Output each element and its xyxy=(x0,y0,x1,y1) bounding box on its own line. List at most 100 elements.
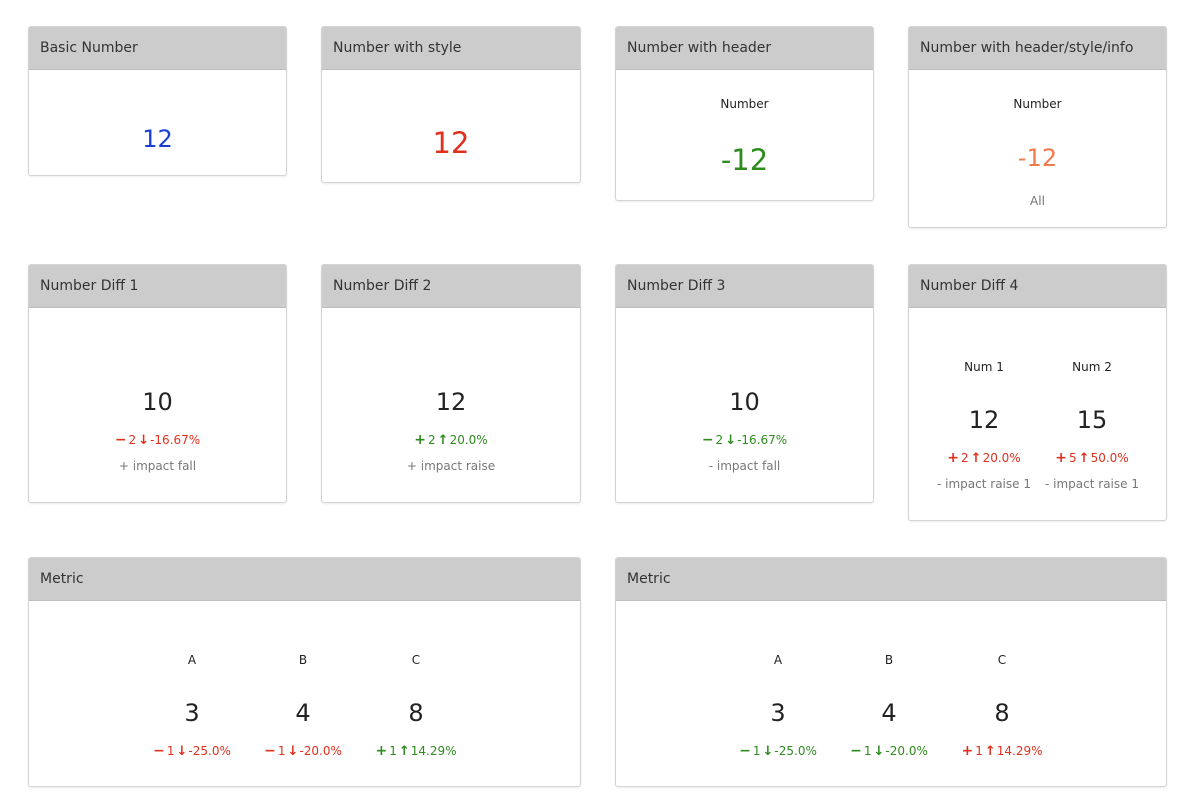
number-label: Num 2 xyxy=(1072,360,1112,374)
metric-label: A xyxy=(187,653,197,667)
metric-value: 8 xyxy=(994,699,1010,727)
number-info: + impact raise xyxy=(406,459,496,473)
card-body: 10 −2 ↓-16.67% + impact fall xyxy=(29,308,286,502)
diff-percent: -16.67% xyxy=(150,433,201,447)
diff-percent: 20.0% xyxy=(449,433,488,447)
card-body: 12 xyxy=(29,70,286,175)
diff-delta: 1 xyxy=(975,744,983,758)
plus-icon: + xyxy=(414,432,427,448)
card-number-diff-1: Number Diff 1 10 −2 ↓-16.67% + impact fal… xyxy=(28,264,287,503)
metric-value: 4 xyxy=(295,699,311,727)
diff-delta: 5 xyxy=(1069,451,1077,465)
diff-percent: -16.67% xyxy=(737,433,788,447)
plus-icon: + xyxy=(947,450,960,466)
card-body: A 3 −1 ↓-25.0% B 4 −1 ↓-20.0% C 8 +1 ↑14.29… xyxy=(29,601,580,786)
diff-percent: -20.0% xyxy=(299,744,342,758)
diff-percent: -25.0% xyxy=(188,744,231,758)
diff-indicator: −2 ↓-16.67% xyxy=(29,432,286,448)
number-value: 12 xyxy=(432,126,470,160)
minus-icon: − xyxy=(264,743,276,759)
card-metric-2: Metric A 3 −1 ↓-25.0% B 4 −1 ↓-20.0% C 8 +… xyxy=(615,557,1167,787)
arrow-up-icon: ↑ xyxy=(984,744,996,759)
diff-percent: 20.0% xyxy=(982,451,1021,465)
card-body: Number -12 All xyxy=(909,70,1166,227)
metric-value: 8 xyxy=(408,699,424,727)
card-title: Number with style xyxy=(322,27,580,70)
card-body: 12 +2 ↑20.0% + impact raise xyxy=(322,308,580,502)
number-label: Number xyxy=(1013,97,1062,111)
minus-icon: − xyxy=(153,743,165,759)
number-label: Number xyxy=(720,97,769,111)
diff-percent: 14.29% xyxy=(410,744,457,758)
card-title: Metric xyxy=(29,558,580,601)
number-value: 10 xyxy=(142,388,173,416)
minus-icon: − xyxy=(850,743,862,759)
diff-indicator: +1 ↑14.29% xyxy=(942,743,1062,759)
metric-value: 4 xyxy=(881,699,897,727)
diff-percent: -25.0% xyxy=(774,744,817,758)
card-basic-number: Basic Number 12 xyxy=(28,26,287,176)
metric-value: 3 xyxy=(184,699,200,727)
diff-indicator: −1 ↓-25.0% xyxy=(132,743,252,759)
metric-label: C xyxy=(997,653,1007,667)
card-body: 10 −2 ↓-16.67% - impact fall xyxy=(616,308,873,502)
card-number-with-style: Number with style 12 xyxy=(321,26,581,183)
card-number-header-style-info: Number with header/style/info Number -12… xyxy=(908,26,1167,228)
card-title: Number Diff 4 xyxy=(909,265,1166,308)
arrow-down-icon: ↓ xyxy=(873,744,885,759)
minus-icon: − xyxy=(114,432,127,448)
card-body: Num 1 12 +2 ↑20.0% - impact raise 1 Num 2… xyxy=(909,308,1166,520)
diff-delta: 1 xyxy=(863,744,872,758)
number-info: - impact raise 1 xyxy=(937,477,1031,491)
card-title: Number with header/style/info xyxy=(909,27,1166,70)
diff-indicator: −1 ↓-20.0% xyxy=(829,743,949,759)
number-value: 10 xyxy=(729,388,760,416)
diff-delta: 1 xyxy=(389,744,397,758)
metric-label: B xyxy=(884,653,894,667)
card-number-diff-2: Number Diff 2 12 +2 ↑20.0% + impact raise xyxy=(321,264,581,503)
number-value: 15 xyxy=(1076,406,1108,434)
diff-delta: 2 xyxy=(715,433,724,447)
arrow-down-icon: ↓ xyxy=(176,744,188,759)
number-value: 12 xyxy=(968,406,1000,434)
diff-delta: 1 xyxy=(752,744,761,758)
diff-indicator: +2 ↑20.0% xyxy=(924,450,1044,466)
card-title: Number Diff 1 xyxy=(29,265,286,308)
diff-delta: 1 xyxy=(277,744,286,758)
number-label: Num 1 xyxy=(964,360,1004,374)
arrow-down-icon: ↓ xyxy=(725,433,737,448)
card-metric-1: Metric A 3 −1 ↓-25.0% B 4 −1 ↓-20.0% C 8 +… xyxy=(28,557,581,787)
arrow-down-icon: ↓ xyxy=(762,744,774,759)
diff-indicator: −2 ↓-16.67% xyxy=(616,432,873,448)
card-title: Metric xyxy=(616,558,1166,601)
number-info: - impact fall xyxy=(708,459,781,473)
card-title: Number with header xyxy=(616,27,873,70)
card-title: Number Diff 3 xyxy=(616,265,873,308)
plus-icon: + xyxy=(1055,450,1068,466)
metric-label: B xyxy=(298,653,308,667)
number-info: All xyxy=(1030,194,1045,208)
number-value: -12 xyxy=(720,143,769,177)
diff-percent: -20.0% xyxy=(885,744,928,758)
card-body: Number -12 xyxy=(616,70,873,200)
card-body: 12 xyxy=(322,70,580,182)
metric-label: A xyxy=(773,653,783,667)
diff-percent: 50.0% xyxy=(1090,451,1129,465)
card-number-with-header: Number with header Number -12 xyxy=(615,26,874,201)
number-value: 12 xyxy=(142,125,173,153)
number-info: + impact fall xyxy=(118,459,197,473)
diff-percent: 14.29% xyxy=(996,744,1043,758)
diff-indicator: −1 ↓-25.0% xyxy=(718,743,838,759)
diff-delta: 1 xyxy=(166,744,175,758)
number-info: - impact raise 1 xyxy=(1045,477,1139,491)
plus-icon: + xyxy=(375,743,388,759)
card-title: Number Diff 2 xyxy=(322,265,580,308)
number-value: 12 xyxy=(435,388,467,416)
arrow-down-icon: ↓ xyxy=(287,744,299,759)
diff-delta: 2 xyxy=(128,433,137,447)
diff-delta: 2 xyxy=(428,433,436,447)
metric-value: 3 xyxy=(770,699,786,727)
diff-indicator: +5 ↑50.0% xyxy=(1032,450,1152,466)
arrow-up-icon: ↑ xyxy=(437,433,449,448)
arrow-up-icon: ↑ xyxy=(398,744,410,759)
